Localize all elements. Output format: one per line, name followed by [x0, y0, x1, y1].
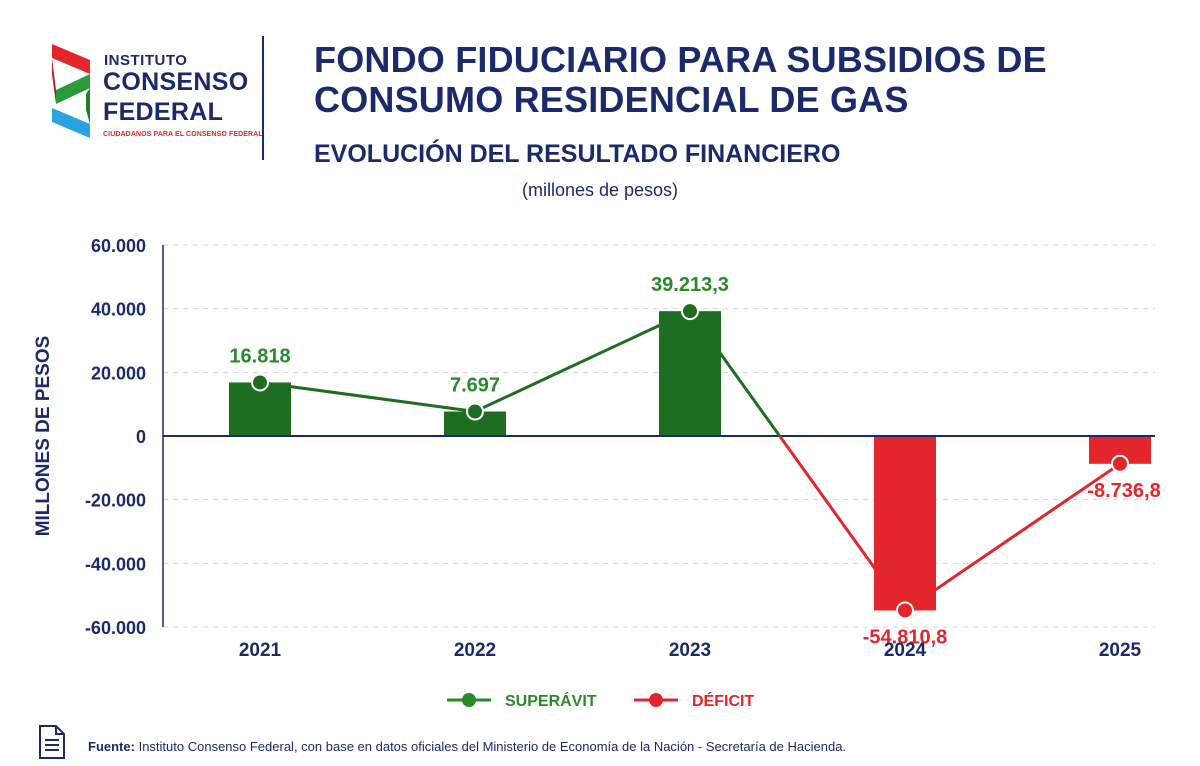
y-tick-label: -60.000 [85, 618, 146, 638]
legend-item-deficit: DÉFICIT [634, 691, 754, 710]
logo: INSTITUTO CONSENSO FEDERAL CIUDADANOS PA… [46, 38, 276, 148]
logo-line-3: FEDERAL [103, 98, 224, 126]
data-point [681, 302, 699, 321]
units-label: (millones de pesos) [521, 180, 679, 200]
line-segment [259, 380, 476, 413]
footer: Fuente: Instituto Consenso Federal, con … [36, 722, 1176, 762]
x-tick-label: 2021 [239, 640, 282, 661]
x-tick-label: 2024 [884, 640, 927, 661]
y-tick-labels: 60.000 40.000 20.000 0 -20.000 -40.000 -60.000 [85, 236, 146, 638]
data-label: -8.736,8 [1087, 480, 1160, 502]
line-segment [904, 462, 1121, 612]
ribbon-logo-icon [52, 44, 90, 138]
source-label: Fuente: [88, 739, 135, 754]
logo-line-1: INSTITUTO [104, 52, 188, 69]
document-icon [39, 725, 65, 759]
data-point [251, 373, 269, 392]
bars [229, 311, 1151, 611]
y-tick-label: 0 [136, 427, 146, 447]
y-tick-label: 40.000 [91, 300, 146, 320]
source-text: Instituto Consenso Federal, con base en … [138, 739, 847, 754]
trend-line [259, 309, 1121, 612]
points [251, 302, 1129, 620]
x-tick-label: 2022 [454, 640, 496, 661]
data-label: 16.818 [229, 345, 290, 367]
line-segment [474, 309, 691, 413]
page-subtitle: EVOLUCIÓN DEL RESULTADO FINANCIERO [314, 140, 841, 168]
y-tick-label: 60.000 [91, 236, 146, 256]
data-point [1111, 454, 1129, 473]
y-tick-label: -20.000 [85, 491, 146, 511]
bar [874, 436, 936, 611]
header-divider [262, 36, 264, 160]
y-tick-label: 20.000 [91, 363, 146, 383]
legend-label-superavit: SUPERÁVIT [505, 691, 597, 710]
data-point [466, 402, 484, 421]
legend-label-deficit: DÉFICIT [692, 691, 754, 710]
data-label: 7.697 [450, 374, 500, 396]
x-tick-label: 2023 [669, 640, 711, 661]
logo-line-2: CONSENSO [103, 68, 249, 96]
x-tick-labels: 2021 2022 2023 2024 2025 [239, 640, 1142, 661]
data-labels: 16.818 7.697 39.213,3 -54.810,8 -8.736,8 [229, 274, 1160, 648]
source-note: Fuente: Instituto Consenso Federal, con … [88, 739, 846, 754]
y-tick-label: -40.000 [85, 554, 146, 574]
data-label: -54.810,8 [863, 626, 948, 648]
bar [659, 311, 721, 436]
line-segment [778, 435, 907, 612]
y-axis-label: MILLONES DE PESOS [33, 336, 54, 537]
legend-item-superavit: SUPERÁVIT [447, 691, 597, 710]
legend-marker-superavit [462, 693, 476, 707]
legend-marker-deficit [649, 693, 663, 707]
line-segment [688, 310, 781, 437]
page-title: FONDO FIDUCIARIO PARA SUBSIDIOS DE CONSU… [314, 39, 1047, 120]
legend: SUPERÁVIT DÉFICIT [447, 691, 754, 710]
data-point [896, 601, 914, 620]
data-label: 39.213,3 [651, 274, 729, 296]
logo-tagline: CIUDADANOS PARA EL CONSENSO FEDERAL [103, 131, 263, 138]
x-tick-label: 2025 [1099, 640, 1142, 661]
